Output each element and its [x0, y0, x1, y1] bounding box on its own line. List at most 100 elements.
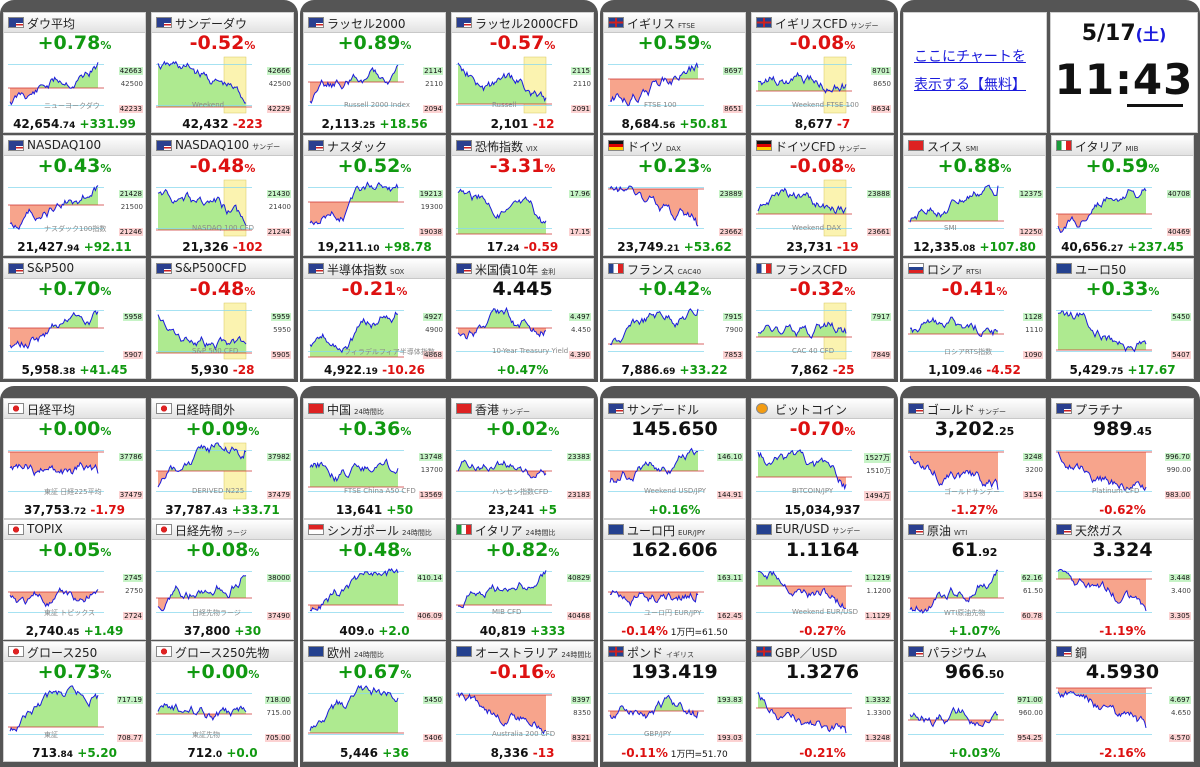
market-card-usdjpy-sun[interactable]: サンデードル 145.650 146.10 144.91 Weekend USD/JPY… [603, 398, 746, 519]
price-row: 7,886.69 +33.22 [604, 363, 745, 377]
high-label: 4.697 [1168, 696, 1191, 704]
market-card-growth250-f[interactable]: グロース250先物 +0.00% 718.00 715.00 705.00 東証先物 712… [151, 641, 294, 762]
market-card-vix[interactable]: 恐怖指数 VIX -3.31% 17.96 17.15 17.24 -0.59 [451, 135, 594, 256]
market-card-gbpjpy[interactable]: ポンド イギリス 193.419 193.83 193.03 GBP/JPY -0.11% … [603, 641, 746, 762]
market-card-euro50[interactable]: ユーロ50 +0.33% 5450 5407 5,429.75 +17.67 [1051, 258, 1194, 379]
price-value: 7,886 [621, 363, 660, 377]
main-value: 4.5930 [1052, 661, 1193, 683]
price-decimals: .56 [659, 121, 676, 131]
card-header: NASDAQ100 サンデー [152, 136, 293, 156]
price-row: 5,930 -28 [152, 363, 293, 377]
card-title-text: ドイツCFD [775, 140, 836, 154]
us-flag-icon [908, 524, 924, 535]
high-label: 2114 [423, 67, 443, 75]
market-card-russell[interactable]: ラッセル2000 +0.89% 2114 2110 2094 Russell 2000 I… [303, 12, 446, 133]
high-label: 1527万 [864, 453, 891, 463]
price-line [9, 685, 99, 732]
high-label: 8697 [723, 67, 743, 75]
market-card-dax-cfd[interactable]: ドイツCFD サンデー -0.08% 23888 23661 Weekend DAX 23,… [751, 135, 894, 256]
market-card-gold-sun[interactable]: ゴールド サンデー 3,202.25 3248 3200 3154 ゴールドサンデー -1.2… [903, 398, 1046, 519]
market-card-smi[interactable]: スイス SMI +0.88% 12375 12250 SMI 12,335.08 +107.… [903, 135, 1046, 256]
market-card-china[interactable]: 中国 24時間比 +0.36% 13748 13700 13569 FTSE China A… [303, 398, 446, 519]
area-below-base [1058, 688, 1146, 728]
main-value-unit: % [248, 546, 260, 559]
price-line [9, 185, 99, 231]
change-value: -12 [532, 117, 555, 131]
market-card-sp500[interactable]: S&P500 +0.70% 5958 5907 5,958.38 +41.45 [3, 258, 146, 379]
market-card-ftse-cfd[interactable]: イギリスCFD サンデー -0.08% 8701 8650 8634 Weekend FTS… [751, 12, 894, 133]
market-card-aus24[interactable]: オーストラリア 24時間比 -0.16% 8397 8350 8321 Australia … [451, 641, 594, 762]
price-value: 8,684 [621, 117, 660, 131]
card-header: オーストラリア 24時間比 [452, 642, 593, 662]
free-chart-link[interactable]: ここにチャートを 表示する【無料】 [914, 43, 1026, 99]
card-title: S&P500 [27, 261, 74, 275]
card-title: 恐怖指数 VIX [475, 138, 538, 155]
card-subtitle: WTI [954, 529, 968, 537]
market-card-mib[interactable]: イタリア MIB +0.59% 40708 40469 40,656.27 +237.45 [1051, 135, 1194, 256]
market-card-it24[interactable]: イタリア 24時間比 +0.82% 40829 40468 MIB CFD 40,819 +… [451, 519, 594, 640]
market-card-nasdaq100[interactable]: NASDAQ100 +0.43% 21428 21500 21246 ナスダック100指数… [3, 135, 146, 256]
main-value: +0.09% [152, 418, 293, 440]
main-value-number: -0.52 [189, 32, 245, 54]
us-flag-icon [8, 263, 24, 274]
market-card-dow[interactable]: ダウ平均 +0.78% 42663 42500 42233 ニューヨークダウ 42,654.… [3, 12, 146, 133]
market-card-cac40[interactable]: フランス CAC40 +0.42% 7915 7900 7853 7,886.69 +33.… [603, 258, 746, 379]
price-line [157, 575, 247, 612]
market-card-nikkei[interactable]: 日経平均 +0.00% 37786 37479 東証 日経225平均 37,753.72 … [3, 398, 146, 519]
market-card-dax[interactable]: ドイツ DAX +0.23% 23889 23662 23,749.21 +53.62 [603, 135, 746, 256]
price-line [909, 184, 999, 223]
market-card-us10y[interactable]: 米国債10年 金利 4.445 4.497 4.450 4.390 10-Year Trea… [451, 258, 594, 379]
market-card-growth250[interactable]: グロース250 +0.73% 717.19 708.77 東証 713.84 +5.20 [3, 641, 146, 762]
us-flag-icon [456, 140, 472, 151]
chart-watermark: GBP/JPY [644, 730, 672, 738]
price-row: 40,656.27 +237.45 [1052, 240, 1193, 254]
market-card-platinum[interactable]: プラチナ 989.45 996.70 990.00 983.00 Platinum CFD… [1051, 398, 1194, 519]
market-card-gbpusd[interactable]: GBP／USD 1.3276 1.3332 1.3300 1.3248 -0.21% [751, 641, 894, 762]
card-header: イタリア 24時間比 [452, 520, 593, 540]
market-card-oil[interactable]: 原油 WTI 61.92 62.16 61.50 60.78 WTI原油先物 +1.07% [903, 519, 1046, 640]
market-card-rtsi[interactable]: ロシア RTSI -0.41% 1128 1110 1090 ロシアRTS指数 1,109.4… [903, 258, 1046, 379]
market-card-hk[interactable]: 香港 サンデー +0.02% 23383 23183 ハンセン指数CFD 23,241 +5 [451, 398, 594, 519]
mini-chart [908, 693, 1004, 735]
market-card-cac-cfd[interactable]: フランスCFD -0.32% 7917 7849 CAC 40 CFD 7,862 -25 [751, 258, 894, 379]
low-label: 8321 [571, 734, 591, 742]
mini-chart [308, 568, 404, 613]
market-card-palladium[interactable]: パラジウム 966.50 971.00 960.00 954.25 +0.03% [903, 641, 1046, 762]
main-value-unit: % [248, 425, 260, 438]
market-card-nasdaq100-sun[interactable]: NASDAQ100 サンデー -0.48% 21430 21400 21244 NASDAQ… [151, 135, 294, 256]
high-label: 7915 [723, 313, 743, 321]
market-card-copper[interactable]: 銅 4.5930 4.697 4.650 4.570 -2.16% [1051, 641, 1194, 762]
area-above-base [458, 570, 546, 605]
card-header: スイス SMI [904, 136, 1045, 156]
market-card-sox[interactable]: 半導体指数 SOX -0.21% 4927 4900 4868 フィラデルフィア半導体指数 4… [303, 258, 446, 379]
market-card-eu24[interactable]: 欧州 24時間比 +0.67% 5450 5406 5,446 +36 [303, 641, 446, 762]
market-card-nk-futures[interactable]: 日経先物 ラージ +0.08% 38000 37490 日経先物ラージ 37,800 +30 [151, 519, 294, 640]
market-card-sp500-cfd[interactable]: S&P500CFD -0.48% 5959 5950 5905 S&P 500 CFD 5,… [151, 258, 294, 379]
card-title: NASDAQ100 サンデー [175, 138, 280, 152]
main-value-number: -0.08 [789, 155, 845, 177]
card-title: 日経時間外 [175, 401, 235, 418]
market-card-natgas[interactable]: 天然ガス 3.324 3.448 3.400 3.305 -1.19% [1051, 519, 1194, 640]
main-value-number: -0.16 [489, 661, 545, 683]
change-value: +41.45 [79, 363, 128, 377]
market-card-eurusd[interactable]: EUR/USD サンデー 1.1164 1.1219 1.1200 1.1129 Weeke… [751, 519, 894, 640]
market-card-sunday-dow[interactable]: サンデーダウ -0.52% 42666 42500 42229 Weekend 42,432… [151, 12, 294, 133]
main-value-unit: % [400, 162, 412, 175]
market-card-russell-cfd[interactable]: ラッセル2000CFD -0.57% 2115 2110 2091 Russell 2,10… [451, 12, 594, 133]
price-line [309, 684, 399, 731]
main-value-unit: .92 [977, 546, 998, 559]
jp-flag-icon [156, 403, 172, 414]
market-card-ftse[interactable]: イギリス FTSE +0.59% 8697 8651 FTSE 100 8,684.56 +… [603, 12, 746, 133]
market-card-topix[interactable]: TOPIX +0.05% 2745 2750 2724 東証 トピックス 2,740.45 … [3, 519, 146, 640]
card-title: ポンド イギリス [627, 644, 694, 661]
mini-chart [756, 570, 852, 613]
market-card-sg[interactable]: シンガポール 24時間比 +0.48% 410.14 406.09 409.0 +2.0 [303, 519, 446, 640]
market-card-bitcoin[interactable]: ビットコイン -0.70% 1527万 1510万 1494万 BITCOIN/JPY 15… [751, 398, 894, 519]
market-card-nikkei-after[interactable]: 日経時間外 +0.09% 37982 37479 DERIVED N225 37,787.… [151, 398, 294, 519]
market-card-nasdaq[interactable]: ナスダック +0.52% 19213 19300 19038 19,211.10 +98.… [303, 135, 446, 256]
area-above-base [1058, 310, 1146, 350]
area-above-base [610, 63, 698, 79]
main-value: -3.31% [452, 155, 593, 177]
market-card-eurjpy[interactable]: ユーロ円 EUR/JPY 162.606 163.11 162.45 ユーロ円 EUR/J… [603, 519, 746, 640]
change-value: +0.03% [948, 746, 1001, 760]
